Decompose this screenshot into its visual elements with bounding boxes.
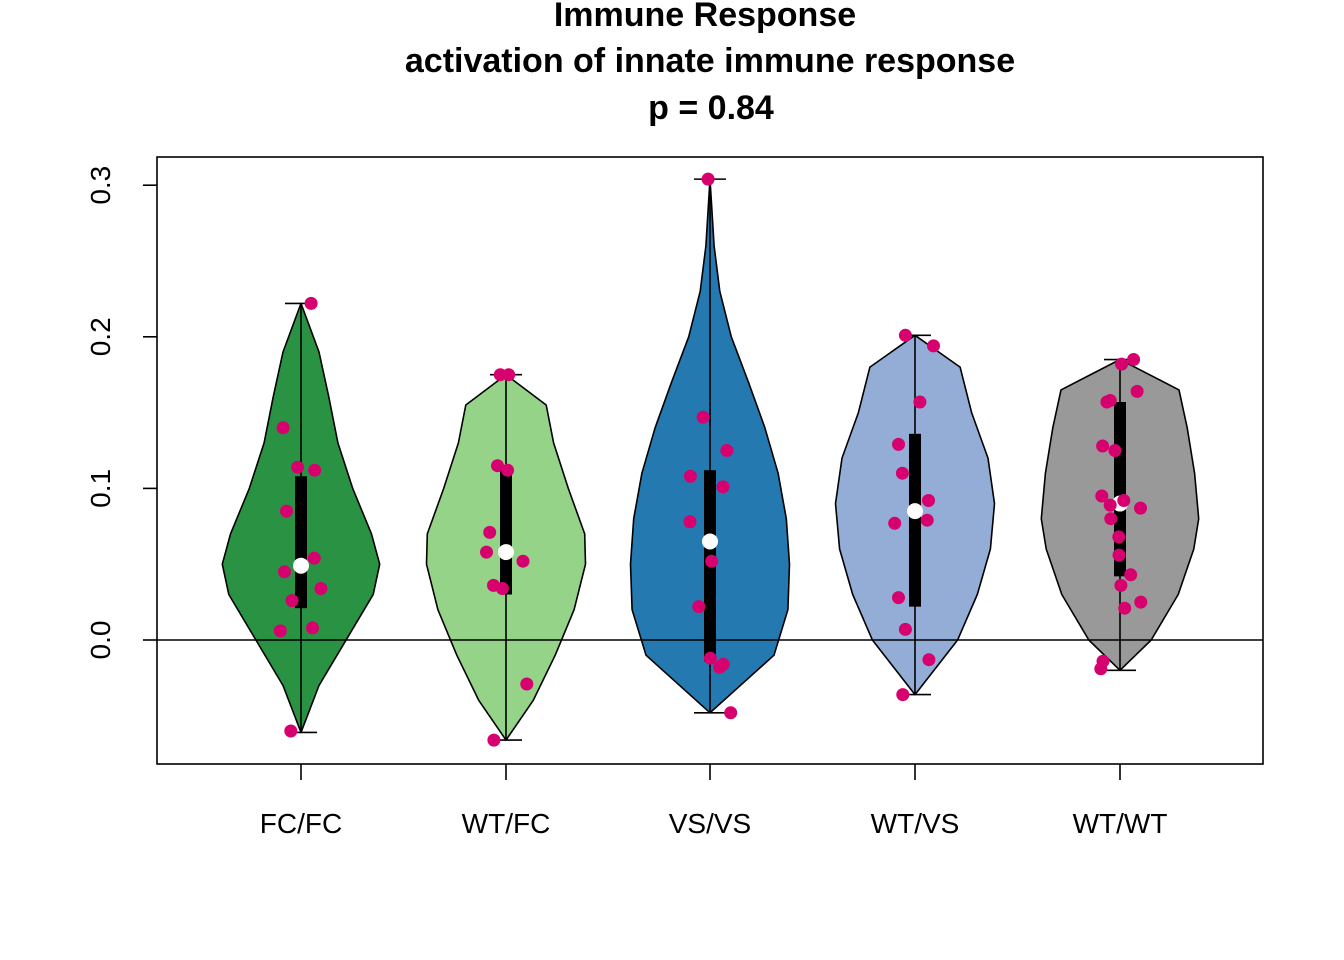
data-point-4-19 <box>1094 662 1108 676</box>
x-tick-label-4: WT/WT <box>1073 808 1168 839</box>
data-point-2-10 <box>713 660 727 674</box>
data-point-0-4 <box>280 504 293 518</box>
data-point-0-0 <box>304 296 318 310</box>
data-point-1-2 <box>491 459 504 473</box>
median-point-1 <box>498 544 514 561</box>
data-point-0-8 <box>285 594 299 608</box>
x-tick-label-3: WT/VS <box>871 808 960 839</box>
data-point-1-5 <box>480 545 493 559</box>
data-point-0-10 <box>273 624 287 638</box>
data-point-2-0 <box>701 172 715 186</box>
chart-title-line-2: activation of innate immune response <box>405 42 1015 80</box>
plot-area: 0.0 0.1 0.2 0.3 FC/FC WT/FC VS/VS WT/VS WT/WT <box>85 156 1264 839</box>
x-tick-label-0: FC/FC <box>260 808 342 839</box>
data-point-4-10 <box>1134 501 1147 515</box>
y-tick-label-2: 0.2 <box>85 317 116 356</box>
data-point-3-10 <box>922 653 936 667</box>
data-point-2-7 <box>692 600 706 614</box>
data-point-3-2 <box>913 395 927 409</box>
data-point-2-8 <box>703 651 717 665</box>
data-point-0-2 <box>291 460 305 474</box>
data-point-4-6 <box>1108 444 1122 457</box>
data-point-4-13 <box>1112 548 1126 562</box>
data-point-2-3 <box>683 469 697 483</box>
data-point-3-1 <box>927 339 940 353</box>
data-point-3-3 <box>892 437 905 451</box>
data-point-2-5 <box>683 515 697 529</box>
data-point-3-6 <box>920 513 934 527</box>
iqr-box-3 <box>909 433 921 607</box>
data-point-2-6 <box>705 554 719 568</box>
data-point-4-8 <box>1117 494 1131 507</box>
y-tick-label-3: 0.3 <box>85 166 116 205</box>
data-point-3-8 <box>892 591 905 605</box>
data-point-4-5 <box>1096 439 1110 453</box>
data-point-1-6 <box>516 554 530 568</box>
data-point-4-12 <box>1112 530 1126 544</box>
data-point-4-0 <box>1127 353 1141 366</box>
data-point-4-4 <box>1100 395 1114 409</box>
data-point-2-4 <box>716 480 730 494</box>
data-point-0-7 <box>314 582 328 595</box>
data-point-0-11 <box>284 724 298 738</box>
data-point-4-11 <box>1104 512 1118 526</box>
data-point-1-1 <box>493 368 507 382</box>
data-point-2-2 <box>720 444 734 457</box>
data-point-1-10 <box>487 733 501 747</box>
data-point-1-3 <box>501 463 515 477</box>
data-point-3-0 <box>898 328 912 342</box>
data-point-4-9 <box>1103 498 1117 512</box>
y-tick-label-0: 0.0 <box>85 621 116 660</box>
median-point-3 <box>907 503 923 520</box>
data-point-3-4 <box>895 466 909 480</box>
data-point-4-7 <box>1095 489 1109 503</box>
data-point-1-4 <box>483 525 497 539</box>
data-point-4-1 <box>1115 357 1129 371</box>
data-point-4-14 <box>1124 568 1138 582</box>
data-point-0-1 <box>276 421 290 435</box>
data-point-4-2 <box>1130 384 1144 398</box>
data-point-2-11 <box>724 706 738 720</box>
chart-title-line-3: p = 0.84 <box>648 89 774 127</box>
data-point-0-6 <box>278 565 291 579</box>
data-point-3-11 <box>896 688 910 702</box>
data-point-3-9 <box>898 622 912 636</box>
x-tick-label-2: VS/VS <box>669 808 751 839</box>
chart-title-line-1: Immune Response <box>554 0 856 34</box>
data-point-3-7 <box>888 516 902 530</box>
data-point-2-1 <box>696 410 710 424</box>
x-tick-label-1: WT/FC <box>462 808 551 839</box>
data-point-0-3 <box>308 463 322 477</box>
data-point-4-17 <box>1118 601 1132 615</box>
data-point-4-15 <box>1114 578 1128 592</box>
median-point-0 <box>293 557 309 574</box>
data-point-0-5 <box>307 551 321 565</box>
iqr-box-0 <box>295 476 307 609</box>
data-point-1-9 <box>520 677 534 691</box>
data-point-1-8 <box>495 582 509 595</box>
y-tick-label-1: 0.1 <box>85 469 116 508</box>
data-point-0-9 <box>306 621 319 635</box>
data-point-4-16 <box>1134 595 1148 609</box>
iqr-box-1 <box>500 468 512 595</box>
median-point-2 <box>702 533 718 550</box>
data-point-3-5 <box>922 494 935 507</box>
